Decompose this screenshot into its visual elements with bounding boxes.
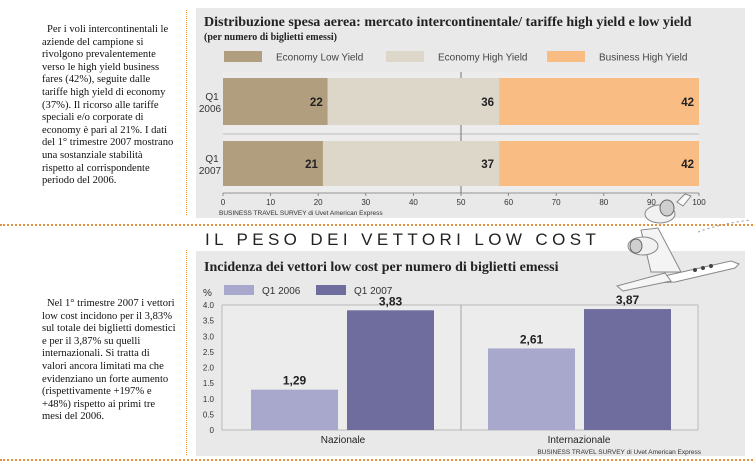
airplane-icon	[615, 193, 752, 292]
y-axis-unit: %	[203, 288, 212, 299]
row-label-q1-2007-line1: Q1	[205, 154, 219, 165]
value-label-economy-low-yield-q1-2007: 21	[305, 159, 318, 171]
bar-business-high-yield-q1-2007	[499, 141, 699, 186]
legend-swatch-business-high	[547, 51, 585, 62]
legend-swatch-q1-2007	[316, 285, 346, 295]
legend-swatch-economy-low	[224, 51, 262, 62]
bar-economy-high-yield-q1-2006	[327, 78, 500, 125]
legend-label-business-high: Business High Yield	[599, 53, 687, 64]
row-label-q1-2006-line1: Q1	[205, 92, 219, 103]
bar-q1-2007-nazionale	[347, 310, 434, 430]
x-tick-label: 70	[552, 198, 561, 207]
chart-bottom-title: Incidenza dei vettori low cost per numer…	[204, 260, 559, 275]
bar-economy-high-yield-q1-2007	[322, 141, 500, 186]
x-tick-label: 40	[409, 198, 418, 207]
y-tick-label: 0.5	[203, 410, 215, 419]
x-tick-label: 80	[599, 198, 608, 207]
vertical-separator-top	[186, 10, 187, 215]
vertical-separator-bottom	[186, 250, 187, 455]
horizontal-separator-bottom	[0, 459, 753, 461]
horizontal-separator-top	[0, 224, 753, 226]
chart-top-title: Distribuzione spesa aerea: mercato inter…	[204, 15, 692, 30]
y-tick-label: 2.0	[203, 364, 215, 373]
value-label-q1-2006-nazionale: 1,29	[283, 374, 307, 388]
y-tick-label: 4.0	[203, 301, 215, 310]
bar-economy-low-yield-q1-2007	[223, 141, 323, 186]
section-title: IL PESO DEI VETTORI LOW COST	[205, 230, 601, 249]
x-tick-label: 20	[314, 198, 323, 207]
bar-business-high-yield-q1-2006	[499, 78, 699, 125]
value-label-q1-2007-internazionale: 3,87	[616, 293, 640, 307]
y-tick-label: 3.5	[203, 317, 215, 326]
row-label-q1-2007-line2: 2007	[199, 166, 222, 177]
value-label-economy-low-yield-q1-2006: 22	[310, 97, 323, 109]
chart-top-subtitle: (per numero di biglietti emessi)	[204, 32, 337, 43]
chart-top-source: BUSINESS TRAVEL SURVEY di Uvet American …	[219, 210, 383, 217]
legend-label-economy-high: Economy High Yield	[438, 53, 528, 64]
y-tick-label: 1.5	[203, 379, 215, 388]
x-label-internazionale: Internazionale	[548, 435, 611, 446]
bar-economy-low-yield-q1-2006	[223, 78, 328, 125]
x-tick-label: 90	[647, 198, 656, 207]
intro-text-top: Per i voli intercontinentali le aziende …	[42, 24, 174, 187]
intro-text-bottom: Nel 1° trimestre 2007 i vettori low cost…	[42, 298, 176, 423]
chart-bottom-source: BUSINESS TRAVEL SURVEY di Uvet American …	[537, 449, 701, 456]
value-label-economy-high-yield-q1-2007: 37	[481, 159, 494, 171]
x-tick-label: 60	[504, 198, 513, 207]
x-label-nazionale: Nazionale	[321, 435, 366, 446]
legend-swatch-q1-2006	[224, 285, 254, 295]
legend-label-economy-low: Economy Low Yield	[276, 53, 363, 64]
y-tick-label: 0	[210, 426, 215, 435]
y-tick-label: 2.5	[203, 348, 215, 357]
row-label-q1-2006-line2: 2006	[199, 104, 222, 115]
bar-q1-2007-internazionale	[584, 309, 671, 430]
x-tick-label: 0	[221, 198, 226, 207]
legend-swatch-economy-high	[386, 51, 424, 62]
legend-label-q1-2006: Q1 2006	[262, 286, 301, 297]
value-label-economy-high-yield-q1-2006: 36	[481, 97, 494, 109]
legend-label-q1-2007: Q1 2007	[354, 286, 393, 297]
bar-q1-2006-internazionale	[488, 348, 575, 430]
x-tick-label: 50	[457, 198, 466, 207]
value-label-business-high-yield-q1-2007: 42	[681, 159, 694, 171]
x-tick-label: 10	[266, 198, 275, 207]
y-tick-label: 3.0	[203, 332, 215, 341]
value-label-q1-2007-nazionale: 3,83	[379, 294, 403, 308]
y-tick-label: 1.0	[203, 395, 215, 404]
value-label-q1-2006-internazionale: 2,61	[520, 332, 544, 346]
value-label-business-high-yield-q1-2006: 42	[681, 97, 694, 109]
x-tick-label: 30	[361, 198, 370, 207]
x-tick-label: 100	[692, 198, 706, 207]
bar-q1-2006-nazionale	[251, 389, 338, 430]
